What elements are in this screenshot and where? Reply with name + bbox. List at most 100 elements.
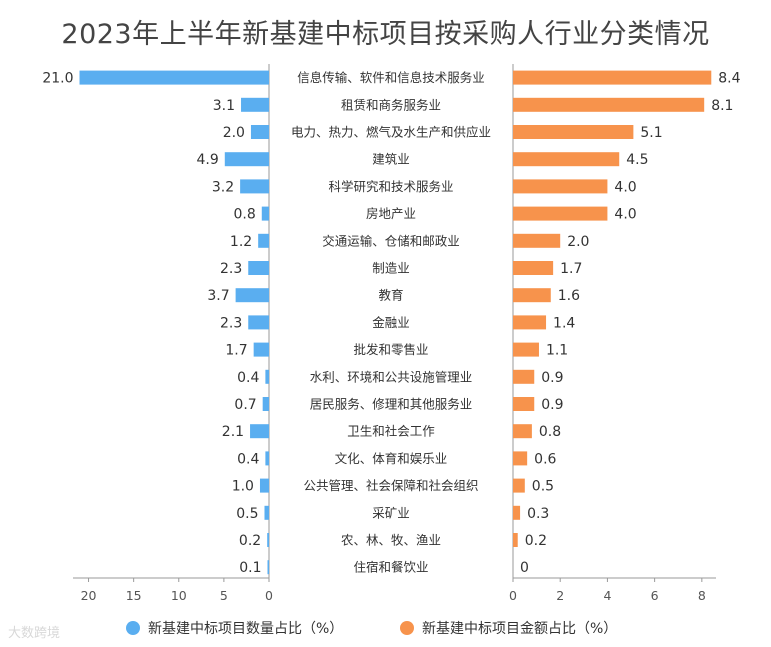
category-label: 卫生和社会工作: [347, 424, 435, 439]
legend-swatch-count: [126, 621, 140, 635]
count-share-bar: [248, 261, 269, 275]
amount-share-value-label: 1.1: [546, 343, 568, 359]
category-label: 水利、环境和公共设施管理业: [310, 369, 473, 384]
right-axis-tick-label: 2: [556, 588, 564, 603]
amount-share-value-label: 0.9: [541, 397, 563, 413]
legend-swatch-amount: [400, 621, 414, 635]
count-share-bar: [240, 179, 269, 194]
count-share-value-label: 0.8: [234, 207, 256, 223]
count-share-value-label: 0.7: [234, 397, 256, 413]
amount-share-value-label: 1.7: [560, 261, 582, 277]
amount-share-bar: [513, 315, 547, 330]
count-share-value-label: 0.5: [236, 506, 258, 522]
watermark: 大数跨境: [8, 626, 61, 641]
count-share-bar: [248, 315, 269, 330]
left-axis-tick-label: 20: [81, 588, 97, 603]
amount-share-value-label: 2.0: [567, 234, 589, 250]
count-share-bar: [259, 478, 269, 493]
count-share-value-label: 0.4: [237, 451, 259, 467]
amount-share-bar: [513, 261, 554, 275]
amount-share-bar: [513, 478, 525, 493]
amount-share-value-label: 0.2: [525, 533, 547, 549]
legend-label-count: 新基建中标项目数量占比（%）: [148, 621, 344, 637]
right-axis-tick-label: 0: [509, 588, 517, 603]
amount-share-bar: [513, 152, 620, 167]
count-share-value-label: 3.1: [213, 98, 235, 114]
amount-share-bar: [513, 97, 705, 112]
count-share-bar: [264, 505, 269, 520]
amount-share-bar: [513, 70, 712, 85]
count-share-value-label: 2.0: [223, 125, 245, 141]
count-share-bar: [267, 533, 269, 547]
count-share-value-label: 2.3: [220, 315, 242, 331]
count-share-bar: [262, 397, 269, 411]
amount-share-bar: [513, 505, 521, 520]
category-label: 建筑业: [372, 152, 410, 167]
amount-share-value-label: 5.1: [640, 125, 662, 141]
legend-item-count[interactable]: 新基建中标项目数量占比（%）: [126, 618, 343, 638]
amount-share-bar: [513, 233, 561, 248]
right-axis-tick-label: 4: [603, 588, 611, 603]
category-label: 制造业: [372, 261, 410, 276]
count-share-bar: [258, 233, 269, 248]
count-share-value-label: 1.0: [232, 479, 254, 495]
count-share-bar: [265, 369, 269, 384]
left-axis-tick-label: 15: [126, 588, 142, 603]
category-label: 教育: [378, 288, 403, 303]
count-share-bar: [79, 70, 269, 85]
amount-share-bar: [513, 533, 518, 547]
amount-share-value-label: 4.0: [614, 179, 636, 195]
left-axis-tick-label: 5: [220, 588, 228, 603]
category-label: 批发和零售业: [353, 342, 428, 357]
left-axis-tick-label: 10: [171, 588, 187, 603]
category-label: 租赁和商务服务业: [341, 97, 441, 112]
amount-share-value-label: 1.6: [558, 288, 580, 304]
category-label: 文化、体育和娱乐业: [335, 451, 448, 466]
count-share-value-label: 0.2: [239, 533, 261, 549]
amount-share-bar: [513, 206, 608, 221]
count-share-bar: [261, 206, 269, 221]
count-share-bar: [267, 560, 269, 575]
count-share-bar: [250, 424, 269, 439]
left-axis-tick-label: 0: [265, 588, 273, 603]
amount-share-bar: [513, 397, 535, 411]
category-label: 信息传输、软件和信息技术服务业: [297, 70, 485, 85]
count-share-bar: [250, 125, 269, 139]
right-axis-tick-label: 6: [651, 588, 659, 603]
count-share-value-label: 0.1: [239, 560, 261, 576]
amount-share-bar: [513, 288, 551, 303]
amount-share-value-label: 0: [520, 560, 529, 576]
category-label: 公共管理、社会保障和社会组织: [303, 478, 478, 493]
amount-share-bar: [513, 125, 634, 139]
count-share-bar: [235, 288, 269, 303]
amount-share-bar: [513, 369, 535, 384]
amount-share-value-label: 4.0: [614, 207, 636, 223]
amount-share-value-label: 0.8: [539, 424, 561, 440]
category-label: 科学研究和技术服务业: [328, 179, 453, 194]
amount-share-bar: [513, 424, 532, 439]
count-share-bar: [241, 97, 269, 112]
legend-item-amount[interactable]: 新基建中标项目金额占比（%）: [400, 618, 617, 638]
count-share-value-label: 3.2: [212, 179, 234, 195]
legend: 新基建中标项目数量占比（%） 新基建中标项目金额占比（%）: [0, 618, 771, 642]
count-share-value-label: 3.7: [207, 288, 229, 304]
category-label: 房地产业: [366, 206, 416, 221]
amount-share-value-label: 0.5: [532, 479, 554, 495]
amount-share-bar: [513, 179, 608, 194]
category-label: 采矿业: [372, 505, 410, 520]
amount-share-value-label: 1.4: [553, 315, 575, 331]
right-axis-tick-label: 8: [698, 588, 706, 603]
amount-share-bar: [513, 451, 528, 466]
count-share-value-label: 21.0: [42, 71, 73, 87]
count-share-value-label: 1.7: [225, 343, 247, 359]
count-share-bar: [265, 451, 269, 466]
category-label: 居民服务、修理和其他服务业: [310, 397, 473, 412]
count-share-bar: [253, 342, 269, 357]
category-label: 住宿和餐饮业: [353, 560, 428, 575]
category-label: 金融业: [372, 315, 410, 330]
category-label: 电力、热力、燃气及水生产和供应业: [291, 125, 491, 140]
amount-share-value-label: 4.5: [626, 152, 648, 168]
count-share-value-label: 2.3: [220, 261, 242, 277]
count-share-value-label: 0.4: [237, 370, 259, 386]
count-share-value-label: 4.9: [197, 152, 219, 168]
